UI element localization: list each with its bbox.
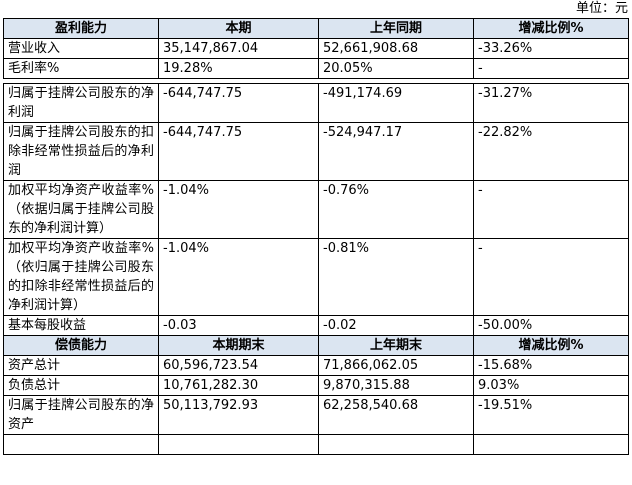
cell	[473, 434, 629, 455]
cell: 19.28%	[158, 58, 319, 79]
cell: -644,747.75	[158, 83, 319, 123]
data-row: 负债总计 10,761,282.30 9,870,315.88 9.03%	[3, 375, 629, 396]
cell: 本期期末	[158, 335, 319, 356]
cell: 毛利率%	[3, 58, 159, 79]
cell: -0.81%	[318, 238, 474, 316]
cell: 上年同期	[318, 18, 474, 39]
cell: 增减比例%	[473, 18, 629, 39]
cell: -50.00%	[473, 315, 629, 336]
cell: 9.03%	[473, 375, 629, 396]
cell: 50,113,792.93	[158, 395, 319, 435]
cell: 上年期末	[318, 335, 474, 356]
cell: 9,870,315.88	[318, 375, 474, 396]
cell: -19.51%	[473, 395, 629, 435]
cell: -15.68%	[473, 355, 629, 376]
cell: 52,661,908.68	[318, 38, 474, 59]
cell: -33.26%	[473, 38, 629, 59]
header-row: 偿债能力 本期期末 上年期末 增减比例%	[3, 335, 629, 356]
data-row: 归属于挂牌公司股东的净利润 -644,747.75 -491,174.69 -31.2…	[3, 83, 629, 123]
cell: 加权平均净资产收益率%（依据归属于挂牌公司股东的净利润计算）	[3, 180, 159, 239]
cell: 增减比例%	[473, 335, 629, 356]
cell: -	[473, 180, 629, 239]
cell: 归属于挂牌公司股东的净资产	[3, 395, 159, 435]
cell	[318, 434, 474, 455]
data-row: 资产总计 60,596,723.54 71,866,062.05 -15.68%	[3, 355, 629, 376]
cell: -1.04%	[158, 238, 319, 316]
cell: -0.03	[158, 315, 319, 336]
cell: -31.27%	[473, 83, 629, 123]
cell: 营业收入	[3, 38, 159, 59]
cell: 盈利能力	[3, 18, 159, 39]
cell: 负债总计	[3, 375, 159, 396]
cell: 62,258,540.68	[318, 395, 474, 435]
cell: 10,761,282.30	[158, 375, 319, 396]
cell: 基本每股收益	[3, 315, 159, 336]
data-row: 营业收入 35,147,867.04 52,661,908.68 -33.26%	[3, 38, 629, 59]
cell: -	[473, 58, 629, 79]
cell	[3, 434, 159, 455]
cell: -0.02	[318, 315, 474, 336]
data-row: 加权平均净资产收益率%（依归属于挂牌公司股东的扣除非经常性损益后的净利润计算） -…	[3, 238, 629, 316]
cell: 71,866,062.05	[318, 355, 474, 376]
cell: -1.04%	[158, 180, 319, 239]
financial-table: 盈利能力 本期 上年同期 增减比例% 营业收入 35,147,867.04 52,661,9…	[3, 18, 629, 455]
cell	[158, 434, 319, 455]
cell: 归属于挂牌公司股东的扣除非经常性损益后的净利润	[3, 122, 159, 181]
cell: -644,747.75	[158, 122, 319, 181]
data-row	[3, 434, 629, 455]
data-row: 加权平均净资产收益率%（依据归属于挂牌公司股东的净利润计算） -1.04% -0.7…	[3, 180, 629, 239]
cell: -	[473, 238, 629, 316]
cell: -491,174.69	[318, 83, 474, 123]
data-row: 基本每股收益 -0.03 -0.02 -50.00%	[3, 315, 629, 336]
cell: -22.82%	[473, 122, 629, 181]
header-row: 盈利能力 本期 上年同期 增减比例%	[3, 18, 629, 39]
cell: 本期	[158, 18, 319, 39]
cell: 偿债能力	[3, 335, 159, 356]
cell: -524,947.17	[318, 122, 474, 181]
cell: 60,596,723.54	[158, 355, 319, 376]
cell: 归属于挂牌公司股东的净利润	[3, 83, 159, 123]
cell: 加权平均净资产收益率%（依归属于挂牌公司股东的扣除非经常性损益后的净利润计算）	[3, 238, 159, 316]
cell: -0.76%	[318, 180, 474, 239]
data-row: 归属于挂牌公司股东的扣除非经常性损益后的净利润 -644,747.75 -524,9…	[3, 122, 629, 181]
unit-label: 单位：元	[575, 1, 628, 16]
cell: 资产总计	[3, 355, 159, 376]
cell: 20.05%	[318, 58, 474, 79]
data-row: 归属于挂牌公司股东的净资产 50,113,792.93 62,258,540.68-…	[3, 395, 629, 435]
data-row: 毛利率% 19.28% 20.05% -	[3, 58, 629, 79]
cell: 35,147,867.04	[158, 38, 319, 59]
